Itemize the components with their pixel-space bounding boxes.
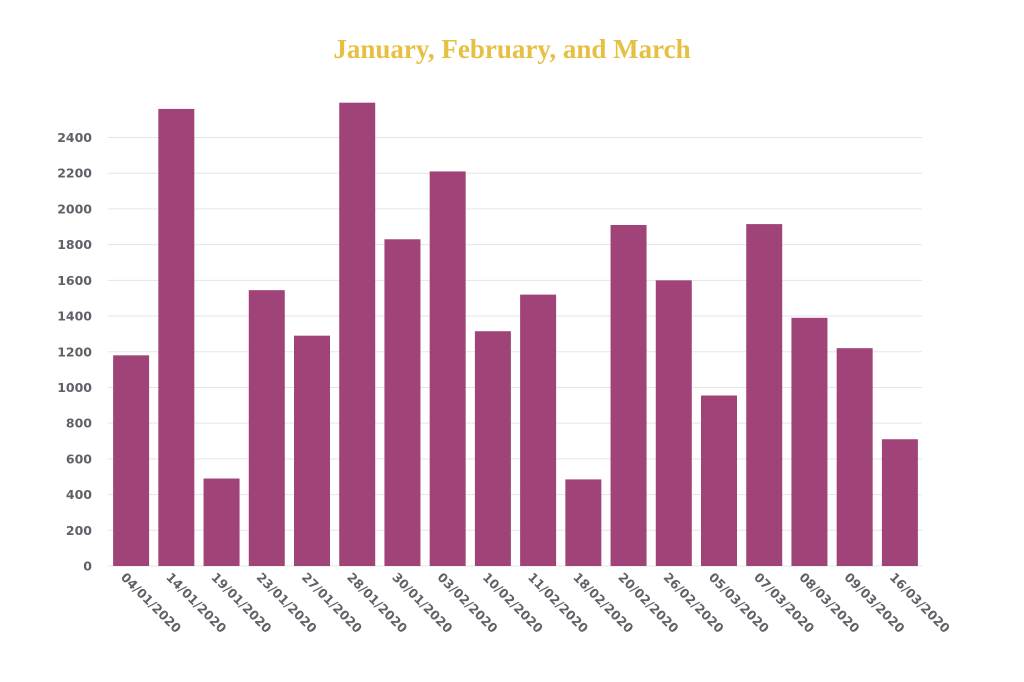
y-tick-label: 1400 — [57, 309, 92, 324]
y-tick-label: 400 — [66, 487, 92, 502]
y-tick-label: 2200 — [57, 166, 92, 181]
bar-07/03/2020 — [746, 224, 783, 566]
bar-20/02/2020 — [610, 224, 647, 566]
y-tick-label: 600 — [66, 451, 92, 466]
x-axis-ticks: 04/01/202014/01/202019/01/202023/01/2020… — [118, 570, 953, 636]
y-tick-label: 2000 — [57, 201, 92, 216]
y-tick-label: 1000 — [57, 380, 92, 395]
y-axis-ticks: 0 200 400 600 800 1000 1200 1400 1600 1800 2000 220… — [57, 130, 92, 574]
y-tick-label: 1200 — [57, 344, 92, 359]
bar-10/02/2020 — [474, 331, 511, 566]
bar-30/01/2020 — [384, 239, 421, 567]
bar-05/03/2020 — [701, 395, 737, 566]
bar-03/02/2020 — [429, 171, 466, 566]
bar-14/01/2020 — [158, 108, 195, 566]
bar-09/03/2020 — [836, 348, 873, 566]
y-tick-label: 200 — [66, 523, 92, 538]
y-tick-label: 800 — [66, 416, 92, 431]
bar-23/01/2020 — [248, 290, 285, 566]
y-tick-label: 0 — [83, 559, 92, 574]
bar-19/01/2020 — [203, 478, 240, 566]
bar-26/02/2020 — [655, 280, 692, 566]
bar-18/02/2020 — [565, 479, 602, 566]
bar-28/01/2020 — [339, 102, 376, 566]
y-tick-label: 1600 — [57, 273, 92, 288]
bar-11/02/2020 — [520, 294, 557, 566]
bar-16/03/2020 — [881, 439, 918, 566]
bar-08/03/2020 — [791, 317, 828, 566]
y-tick-label: 2400 — [57, 130, 92, 145]
y-tick-label: 1800 — [57, 237, 92, 252]
bar-series — [113, 102, 918, 567]
y-gridlines — [108, 137, 922, 567]
chart-title: January, February, and March — [333, 34, 690, 64]
bar-04/01/2020 — [113, 355, 150, 566]
bar-27/01/2020 — [294, 335, 330, 566]
